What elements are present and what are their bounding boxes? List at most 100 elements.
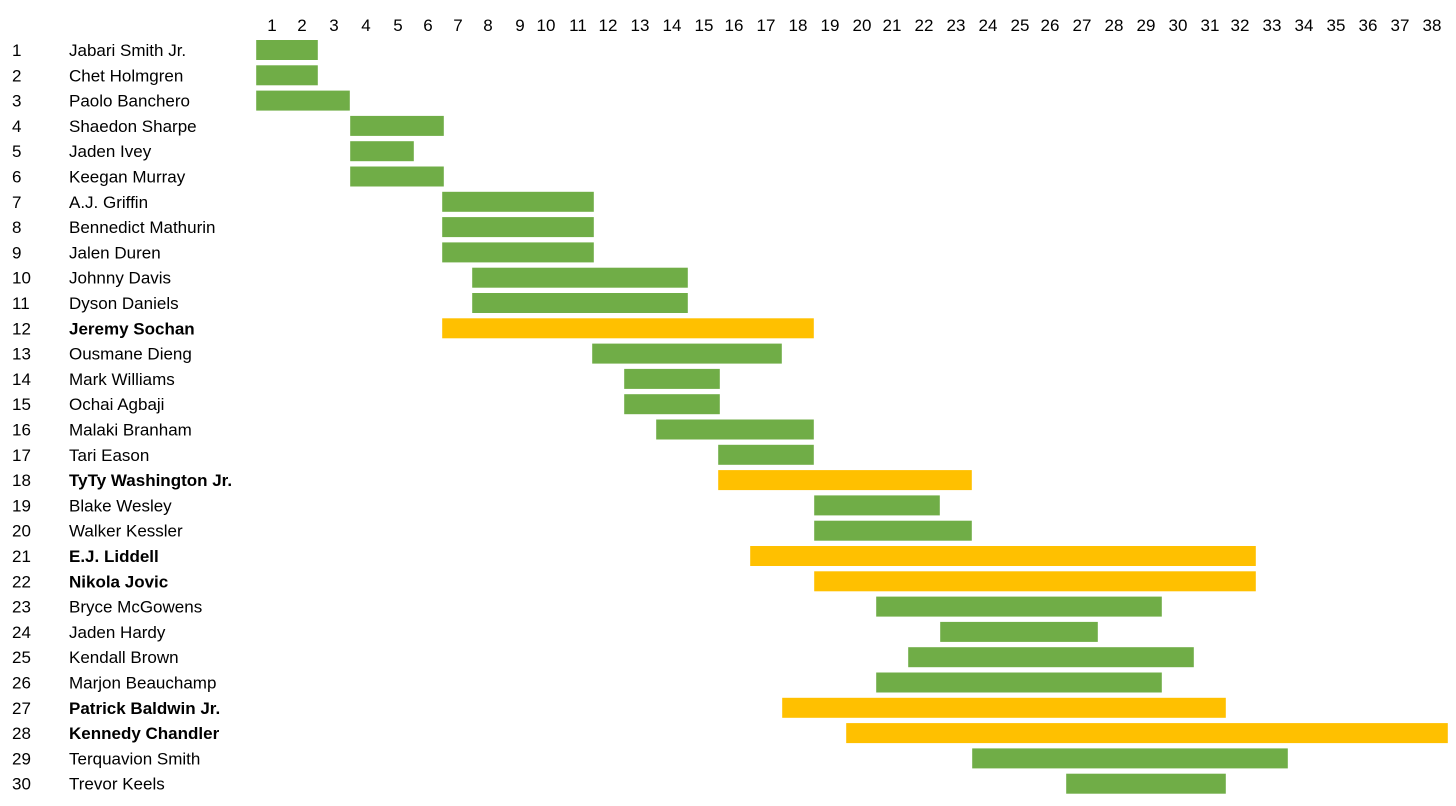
player-name-label: Blake Wesley bbox=[69, 496, 172, 515]
rank-label: 4 bbox=[12, 117, 21, 136]
x-tick-label: 12 bbox=[599, 16, 618, 35]
x-tick-label: 17 bbox=[757, 16, 776, 35]
range-bar bbox=[750, 546, 1256, 566]
range-bar bbox=[442, 217, 594, 238]
range-bar bbox=[718, 444, 814, 465]
x-tick-label: 23 bbox=[947, 16, 966, 35]
range-bar bbox=[814, 520, 972, 541]
player-name-label: Keegan Murray bbox=[69, 168, 186, 187]
x-tick-label: 31 bbox=[1201, 16, 1220, 35]
rank-label: 7 bbox=[12, 193, 21, 212]
rank-label: 20 bbox=[12, 522, 31, 541]
x-tick-label: 35 bbox=[1327, 16, 1346, 35]
rank-label: 15 bbox=[12, 395, 31, 414]
player-name-label: A.J. Griffin bbox=[69, 193, 148, 212]
player-name-labels: Jabari Smith Jr. Chet Holmgren Paolo Banch… bbox=[69, 41, 232, 794]
player-name-label: Malaki Branham bbox=[69, 421, 192, 440]
x-tick-label: 25 bbox=[1011, 16, 1030, 35]
player-name-label: Paolo Banchero bbox=[69, 92, 190, 111]
range-bar bbox=[782, 697, 1226, 718]
range-bar bbox=[876, 672, 1162, 693]
rank-label: 26 bbox=[12, 674, 31, 693]
x-tick-label: 4 bbox=[361, 16, 370, 35]
x-tick-label: 32 bbox=[1231, 16, 1250, 35]
rank-label: 25 bbox=[12, 648, 31, 667]
range-bar bbox=[876, 596, 1162, 617]
rank-label: 11 bbox=[12, 294, 30, 313]
x-tick-label: 28 bbox=[1105, 16, 1124, 35]
player-name-label: Johnny Davis bbox=[69, 269, 171, 288]
player-name-label: Bryce McGowens bbox=[69, 598, 202, 617]
player-name-label: Kennedy Chandler bbox=[69, 724, 220, 743]
rank-label: 22 bbox=[12, 572, 31, 591]
range-bar bbox=[442, 318, 814, 339]
rank-label: 30 bbox=[12, 775, 31, 794]
x-tick-label: 30 bbox=[1169, 16, 1188, 35]
x-axis-tick-labels: 1 2 3 4 5 6 7 8 9 10 11 12 13 14 15 16 17 18 19 20 21 22 23 24 2… bbox=[267, 16, 1441, 35]
range-bar bbox=[814, 495, 940, 516]
range-bar bbox=[1066, 773, 1226, 794]
player-name-label: Jeremy Sochan bbox=[69, 319, 195, 338]
range-bar bbox=[814, 571, 1256, 592]
x-tick-label: 19 bbox=[821, 16, 840, 35]
range-bar bbox=[256, 40, 318, 60]
rank-label: 21 bbox=[12, 547, 31, 566]
range-bar bbox=[656, 419, 814, 440]
rank-label: 18 bbox=[12, 471, 31, 490]
x-tick-label: 15 bbox=[695, 16, 714, 35]
player-name-label: Kendall Brown bbox=[69, 648, 179, 667]
player-name-label: Jabari Smith Jr. bbox=[69, 41, 186, 60]
rank-label: 8 bbox=[12, 218, 21, 237]
player-name-label: Shaedon Sharpe bbox=[69, 117, 197, 136]
rank-label: 23 bbox=[12, 598, 31, 617]
player-name-label: Marjon Beauchamp bbox=[69, 674, 216, 693]
player-name-label: Bennedict Mathurin bbox=[69, 218, 215, 237]
rank-label: 17 bbox=[12, 446, 31, 465]
x-tick-label: 38 bbox=[1423, 16, 1442, 35]
player-name-label: Trevor Keels bbox=[69, 775, 165, 794]
x-tick-label: 3 bbox=[329, 16, 338, 35]
x-tick-label: 16 bbox=[725, 16, 744, 35]
range-bar bbox=[972, 748, 1288, 769]
range-bars bbox=[256, 40, 1448, 794]
rank-label: 28 bbox=[12, 724, 31, 743]
rank-label: 14 bbox=[12, 370, 31, 389]
player-name-label: Jalen Duren bbox=[69, 243, 161, 262]
range-bar bbox=[442, 191, 594, 212]
x-tick-label: 13 bbox=[631, 16, 650, 35]
range-bar bbox=[350, 166, 444, 187]
x-tick-label: 14 bbox=[663, 16, 682, 35]
range-bar bbox=[350, 115, 444, 136]
rank-label: 13 bbox=[12, 345, 31, 364]
range-bar bbox=[442, 242, 594, 263]
range-bar bbox=[350, 141, 414, 162]
rank-label: 19 bbox=[12, 496, 31, 515]
x-tick-label: 9 bbox=[515, 16, 524, 35]
player-name-label: Ousmane Dieng bbox=[69, 345, 192, 364]
player-name-label: TyTy Washington Jr. bbox=[69, 471, 232, 490]
player-name-label: Ochai Agbaji bbox=[69, 395, 164, 414]
x-tick-label: 36 bbox=[1359, 16, 1378, 35]
player-name-label: Tari Eason bbox=[69, 446, 149, 465]
range-bar bbox=[718, 470, 972, 491]
player-name-label: Jaden Hardy bbox=[69, 623, 166, 642]
x-tick-label: 2 bbox=[297, 16, 306, 35]
rank-label: 24 bbox=[12, 623, 31, 642]
x-tick-label: 7 bbox=[453, 16, 462, 35]
rank-label: 5 bbox=[12, 142, 21, 161]
player-name-label: Mark Williams bbox=[69, 370, 175, 389]
player-name-label: Chet Holmgren bbox=[69, 66, 183, 85]
x-tick-label: 5 bbox=[393, 16, 402, 35]
range-bar bbox=[256, 65, 318, 86]
rank-label: 3 bbox=[12, 92, 21, 111]
x-tick-label: 21 bbox=[883, 16, 902, 35]
player-name-label: E.J. Liddell bbox=[69, 547, 159, 566]
range-bar bbox=[256, 90, 350, 111]
x-tick-label: 22 bbox=[915, 16, 934, 35]
range-bar bbox=[940, 621, 1098, 642]
rank-label: 9 bbox=[12, 243, 21, 262]
x-tick-label: 34 bbox=[1295, 16, 1314, 35]
rank-label: 2 bbox=[12, 66, 21, 85]
range-bar bbox=[624, 394, 720, 415]
